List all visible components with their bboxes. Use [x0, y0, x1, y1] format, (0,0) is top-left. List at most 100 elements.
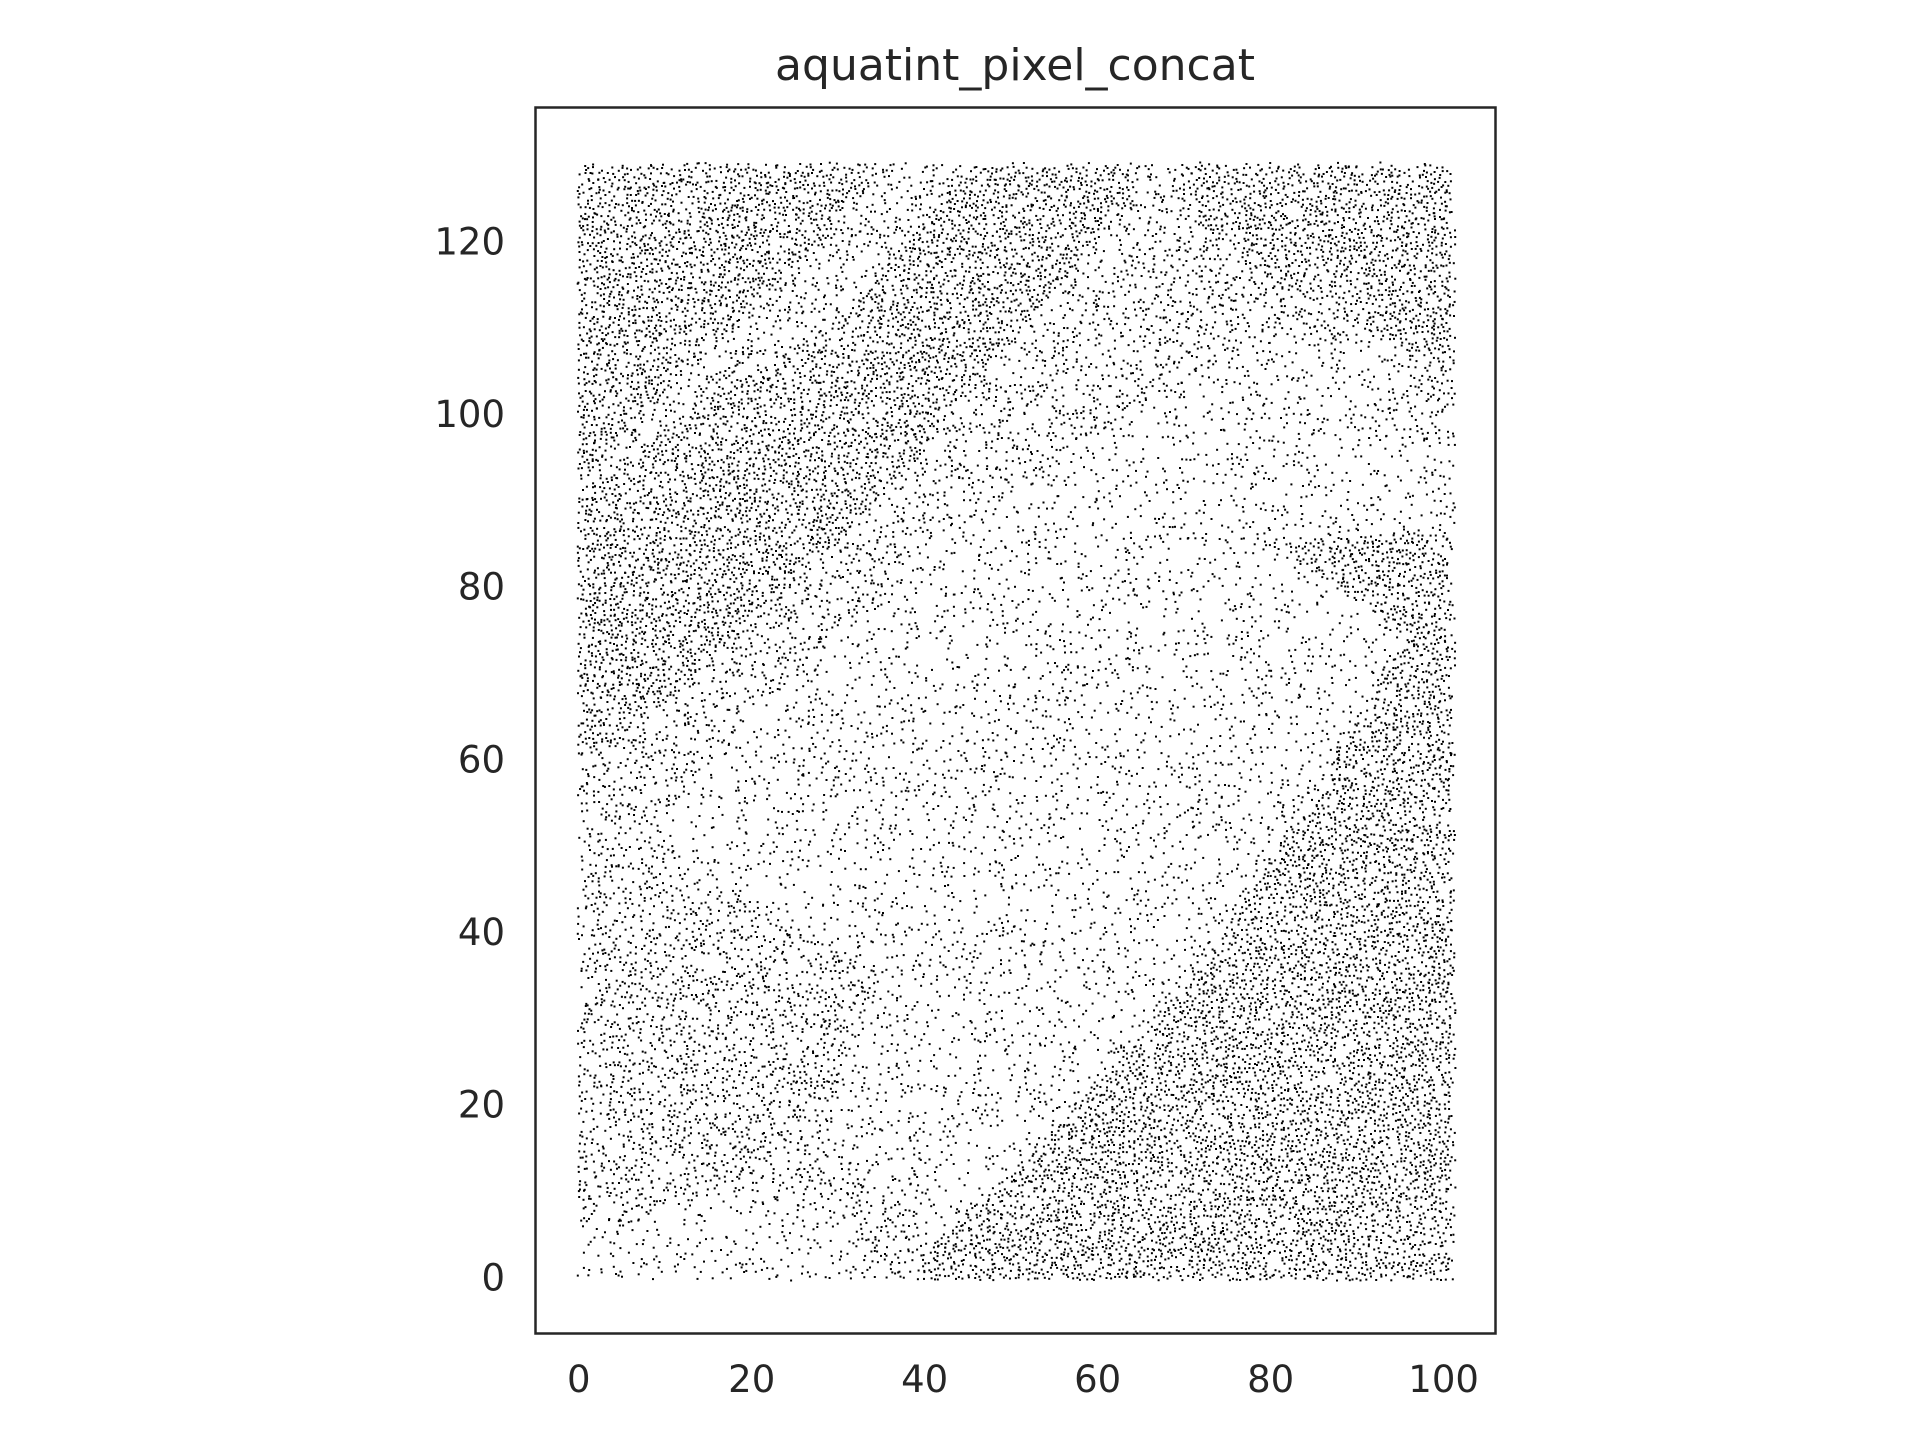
- scatter-point: [675, 264, 677, 266]
- scatter-point: [730, 178, 732, 180]
- scatter-point: [580, 734, 582, 736]
- scatter-point: [599, 1055, 601, 1057]
- scatter-point: [618, 903, 620, 905]
- scatter-point: [723, 423, 725, 425]
- scatter-point: [710, 1081, 712, 1083]
- scatter-point: [676, 434, 678, 436]
- scatter-point: [656, 401, 658, 403]
- scatter-point: [605, 640, 607, 642]
- scatter-point: [719, 641, 721, 643]
- scatter-point: [737, 898, 739, 900]
- scatter-point: [622, 287, 624, 289]
- scatter-point: [610, 609, 612, 611]
- scatter-point: [592, 610, 594, 612]
- scatter-point: [613, 698, 615, 700]
- scatter-point: [644, 958, 646, 960]
- scatter-point: [600, 474, 602, 476]
- scatter-point: [701, 309, 703, 311]
- scatter-point: [640, 587, 642, 589]
- scatter-point: [631, 207, 633, 209]
- scatter-point: [736, 508, 738, 510]
- scatter-point: [685, 769, 687, 771]
- scatter-point: [723, 644, 725, 646]
- scatter-point: [584, 406, 586, 408]
- scatter-point: [642, 605, 644, 607]
- scatter-point: [621, 636, 623, 638]
- scatter-point: [600, 853, 602, 855]
- scatter-point: [623, 459, 625, 461]
- scatter-point: [620, 526, 622, 528]
- scatter-point: [604, 685, 606, 687]
- scatter-point: [715, 311, 717, 313]
- scatter-point: [613, 643, 615, 645]
- scatter-point: [714, 1100, 716, 1102]
- scatter-point: [658, 562, 660, 564]
- scatter-point: [636, 340, 638, 342]
- scatter-point: [610, 1098, 612, 1100]
- scatter-point: [658, 844, 660, 846]
- scatter-point: [634, 509, 636, 511]
- scatter-point: [719, 568, 721, 570]
- scatter-point: [702, 562, 704, 564]
- scatter-point: [651, 316, 653, 318]
- scatter-point: [670, 666, 672, 668]
- scatter-point: [658, 377, 660, 379]
- scatter-point: [712, 660, 714, 662]
- scatter-point: [672, 850, 674, 852]
- scatter-point: [650, 1042, 652, 1044]
- scatter-point: [650, 971, 652, 973]
- scatter-point: [632, 372, 634, 374]
- scatter-point: [724, 370, 726, 372]
- scatter-point: [609, 296, 611, 298]
- scatter-point: [647, 280, 649, 282]
- scatter-point: [667, 909, 669, 911]
- scatter-point: [652, 646, 654, 648]
- scatter-point: [710, 203, 712, 205]
- scatter-point: [603, 949, 605, 951]
- scatter-point: [644, 245, 646, 247]
- scatter-point: [578, 837, 580, 839]
- scatter-point: [678, 402, 680, 404]
- scatter-point: [708, 952, 710, 954]
- scatter-point: [703, 408, 705, 410]
- scatter-point: [641, 579, 643, 581]
- scatter-point: [686, 261, 688, 263]
- scatter-point: [634, 695, 636, 697]
- scatter-point: [711, 397, 713, 399]
- scatter-point: [613, 440, 615, 442]
- scatter-point: [594, 1171, 596, 1173]
- scatter-point: [663, 1016, 665, 1018]
- scatter-point: [644, 1052, 646, 1054]
- scatter-point: [579, 173, 581, 175]
- scatter-point: [578, 468, 580, 470]
- scatter-point: [620, 1177, 622, 1179]
- scatter-point: [634, 983, 636, 985]
- scatter-point: [703, 217, 705, 219]
- scatter-point: [726, 984, 728, 986]
- scatter-point: [583, 192, 585, 194]
- scatter-point: [732, 204, 734, 206]
- scatter-point: [724, 1057, 726, 1059]
- scatter-point: [597, 1143, 599, 1145]
- scatter-point: [612, 501, 614, 503]
- scatter-point: [656, 501, 658, 503]
- scatter-point: [714, 334, 716, 336]
- scatter-point: [642, 910, 644, 912]
- scatter-point: [587, 1070, 589, 1072]
- scatter-point: [581, 869, 583, 871]
- scatter-point: [589, 660, 591, 662]
- scatter-point: [622, 594, 624, 596]
- scatter-point: [717, 862, 719, 864]
- scatter-point: [721, 438, 723, 440]
- scatter-point: [704, 524, 706, 526]
- scatter-point: [712, 258, 714, 260]
- scatter-point: [609, 897, 611, 899]
- scatter-point: [672, 448, 674, 450]
- scatter-point: [708, 604, 710, 606]
- scatter-point: [612, 331, 614, 333]
- scatter-point: [674, 1103, 676, 1105]
- scatter-point: [613, 230, 615, 232]
- scatter-point: [657, 301, 659, 303]
- scatter-point: [641, 643, 643, 645]
- scatter-point: [681, 1094, 683, 1096]
